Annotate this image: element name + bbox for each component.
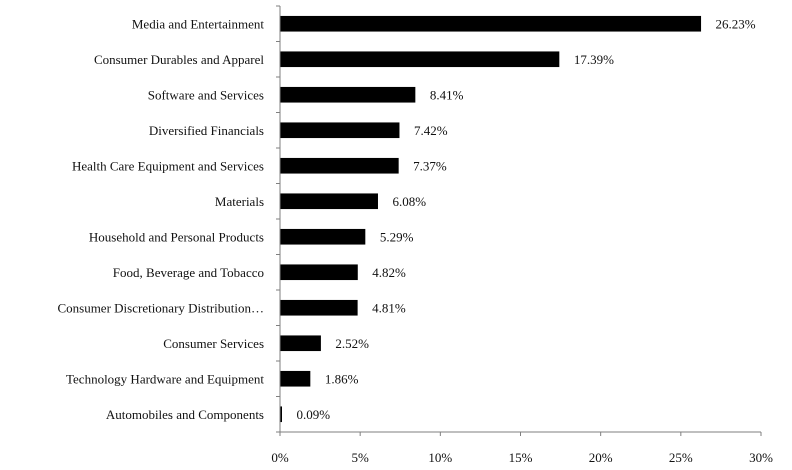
data-label: 5.29%	[380, 229, 414, 244]
category-label: Food, Beverage and Tobacco	[113, 265, 264, 280]
category-label: Health Care Equipment and Services	[72, 158, 264, 173]
data-label: 8.41%	[430, 87, 464, 102]
bar	[280, 264, 358, 281]
category-label: Automobiles and Components	[106, 407, 264, 422]
category-label: Technology Hardware and Equipment	[66, 371, 264, 386]
category-label: Consumer Durables and Apparel	[94, 52, 264, 67]
category-label: Materials	[215, 194, 264, 209]
data-label: 4.82%	[372, 265, 406, 280]
bar	[280, 406, 282, 423]
category-label: Diversified Financials	[149, 123, 264, 138]
chart-labels: Media and Entertainment 26.23% Consumer Du…	[57, 16, 755, 422]
category-label: Consumer Discretionary Distribution…	[57, 300, 264, 315]
x-tick-label: 30%	[749, 450, 773, 465]
bar	[280, 86, 416, 103]
data-label: 4.81%	[372, 300, 406, 315]
category-label: Household and Personal Products	[89, 229, 264, 244]
category-label: Media and Entertainment	[132, 16, 265, 31]
bar	[280, 370, 311, 387]
data-label: 1.86%	[325, 371, 359, 386]
x-tick-label: 25%	[669, 450, 693, 465]
data-label: 7.42%	[414, 123, 448, 138]
data-label: 17.39%	[574, 52, 614, 67]
data-label: 6.08%	[392, 194, 426, 209]
x-tick-label: 20%	[589, 450, 613, 465]
bar	[280, 299, 358, 316]
chart-axes: 0% 5% 10% 15% 20% 25% 30%	[271, 5, 773, 465]
category-label: Software and Services	[148, 87, 264, 102]
chart-bars	[280, 15, 702, 423]
bar	[280, 51, 560, 68]
data-label: 0.09%	[297, 407, 331, 422]
bar	[280, 193, 378, 210]
bar	[280, 122, 400, 139]
bar	[280, 157, 399, 174]
x-tick-label: 5%	[351, 450, 369, 465]
bar	[280, 228, 366, 245]
x-tick-label: 0%	[271, 450, 289, 465]
x-tick-label: 10%	[428, 450, 452, 465]
bar	[280, 15, 702, 32]
bar	[280, 335, 321, 352]
data-label: 2.52%	[335, 336, 369, 351]
data-label: 7.37%	[413, 158, 447, 173]
category-label: Consumer Services	[163, 336, 264, 351]
x-tick-label: 15%	[509, 450, 533, 465]
data-label: 26.23%	[716, 16, 756, 31]
